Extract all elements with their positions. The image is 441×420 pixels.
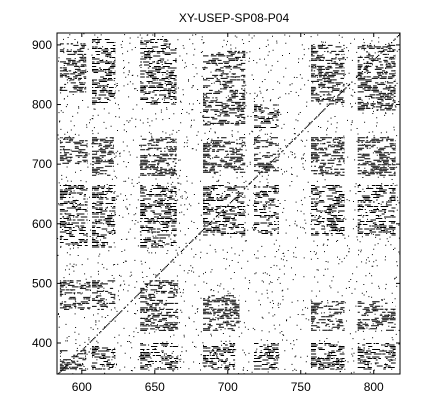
recurrence-block-15 [203,343,236,370]
recurrence-marks [57,33,400,374]
recurrence-block-14 [140,39,177,105]
recurrence-block-6 [92,280,116,310]
recurrence-block-5 [92,346,116,370]
recurrence-block-32 [357,137,396,176]
y-tick-label: 500 [32,276,52,290]
recurrence-block-20 [253,343,279,370]
recurrence-block-25 [311,301,345,331]
recurrence-block-33 [357,44,396,111]
recurrence-block-17 [203,185,246,236]
recurrence-block-11 [140,280,179,331]
recurrence-block-19 [203,50,246,126]
y-tick-label: 400 [32,336,52,350]
x-tick-label: 650 [145,380,165,394]
recurrence-diagonal [58,33,400,374]
recurrence-block-2 [59,185,88,246]
y-tick-label: 700 [32,157,52,171]
plot-frame [56,32,401,375]
y-tick-label: 600 [32,217,52,231]
recurrence-block-23 [253,104,279,128]
recurrence-block-18 [203,137,246,173]
x-tick-label: 700 [218,380,238,394]
x-tick-label: 800 [364,380,384,394]
recurrence-block-3 [59,137,88,164]
x-tick-label: 600 [72,380,92,394]
recurrence-block-21 [253,185,279,236]
recurrence-block-24 [311,343,345,370]
chart-title: XY-USEP-SP08-P04 [179,11,290,25]
recurrence-block-0 [59,350,87,371]
recurrence-block-22 [253,137,279,173]
recurrence-block-27 [311,137,345,176]
recurrence-block-10 [140,343,179,370]
recurrence-block-12 [140,185,177,248]
axes: 600 650 700 750 800 400 500 600 700 800 900 [32,33,400,394]
x-tick-label: 750 [291,380,311,394]
recurrence-block-13 [140,137,177,176]
recurrence-block-7 [92,185,116,248]
recurrence-block-31 [357,185,396,236]
recurrence-block-8 [92,137,114,176]
recurrence-block-28 [311,44,345,105]
y-tick-label: 800 [32,98,52,112]
recurrence-block-9 [92,39,116,105]
recurrence-block-4 [59,43,87,93]
recurrence-block-29 [357,343,396,370]
recurrence-block-30 [357,301,396,331]
recurrence-block-26 [311,185,345,236]
y-tick-label: 900 [32,38,52,52]
